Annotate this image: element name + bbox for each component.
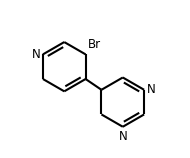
Text: Br: Br — [88, 38, 101, 51]
Text: N: N — [32, 48, 41, 61]
Text: N: N — [146, 83, 155, 96]
Text: N: N — [118, 130, 127, 143]
